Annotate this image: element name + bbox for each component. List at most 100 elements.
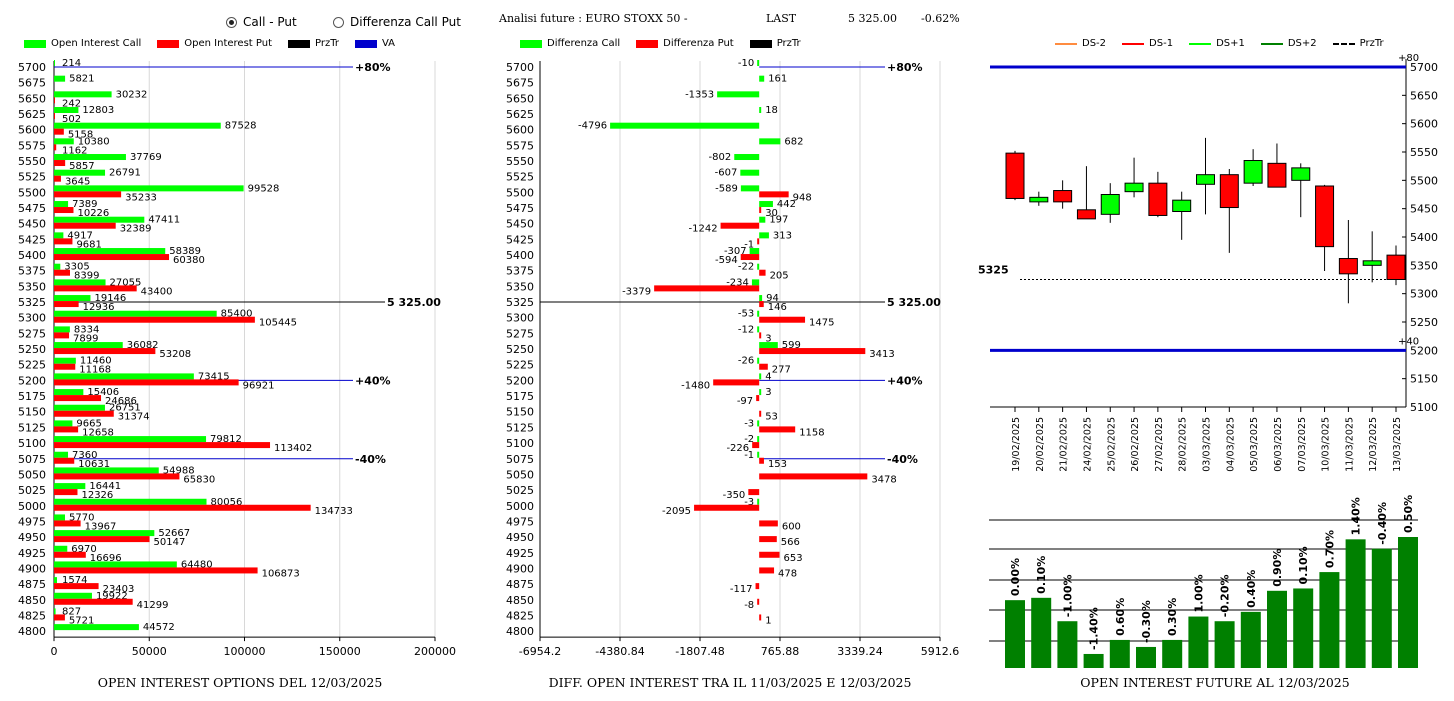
legend-swatch-put xyxy=(157,39,180,48)
date-label: 25/02/2025 xyxy=(1106,417,1117,472)
bar-diff-put xyxy=(752,442,760,449)
bar-diff-call-label: -26 xyxy=(738,356,754,367)
bar-call-label: 16441 xyxy=(89,481,121,492)
analysis-title: Analisi future : EURO STOXX 50 - xyxy=(499,12,688,25)
bar-call-label: 827 xyxy=(62,606,81,617)
bar-call xyxy=(54,514,65,521)
bar-diff-call-label: -3 xyxy=(744,497,754,508)
strike-label: 5425 xyxy=(506,233,534,246)
bar-call xyxy=(54,169,106,176)
y-tick-label: 5700 xyxy=(1410,61,1438,74)
bar-call xyxy=(54,561,177,568)
strike-label: 4975 xyxy=(18,515,46,528)
bar-diff-put-label: 3478 xyxy=(871,474,896,485)
bar-diff-call xyxy=(759,107,762,114)
date-label: 06/03/2025 xyxy=(1273,417,1284,472)
bar-call xyxy=(54,577,57,584)
bar-put xyxy=(54,254,170,261)
bar-diff-put xyxy=(756,395,760,402)
bar-diff-put xyxy=(740,254,760,261)
bar-put-label: 16696 xyxy=(90,553,122,564)
candle-up xyxy=(1243,160,1263,184)
bar-diff-put-label: 1158 xyxy=(799,427,824,438)
x-tick-label: 50000 xyxy=(132,645,167,658)
bar-diff-call-label: -802 xyxy=(709,152,732,163)
bar-put xyxy=(54,207,74,214)
bar-call xyxy=(54,467,159,474)
strike-label: 4875 xyxy=(506,578,534,591)
strike-label: 5075 xyxy=(18,453,46,466)
va-label: +80 xyxy=(1398,53,1419,64)
bar-call xyxy=(54,107,79,114)
bar-diff-call xyxy=(757,60,760,66)
bar-diff-call-label: 197 xyxy=(769,215,788,226)
bar-call xyxy=(54,389,84,396)
strike-label: 5100 xyxy=(506,437,534,450)
legend-item-diff-call: Differenza Call xyxy=(520,38,620,49)
radio-differenza-dot[interactable] xyxy=(333,16,344,28)
candle-down xyxy=(1315,185,1335,248)
strike-label: 5275 xyxy=(506,327,534,340)
bar-call-label: 85400 xyxy=(221,309,253,320)
bar-diff-put-label: 3 xyxy=(765,333,771,344)
radio-differenza[interactable]: Differenza Call Put xyxy=(333,15,461,29)
bar-diff-call xyxy=(749,248,760,255)
bar-call-label: 10380 xyxy=(78,136,110,147)
strike-label: 4900 xyxy=(506,562,534,575)
bar-diff-call xyxy=(740,185,760,192)
bar-diff-put xyxy=(759,191,789,198)
bar-call-label: 26751 xyxy=(109,403,141,414)
radio-call-put[interactable]: Call - Put xyxy=(226,15,297,29)
future-bar-label: 0.50% xyxy=(1402,495,1415,533)
y-tick-label: 5200 xyxy=(1410,344,1438,357)
bar-call xyxy=(54,279,106,286)
legend-swatch-va xyxy=(354,39,377,48)
date-label: 28/02/2025 xyxy=(1178,417,1189,472)
bar-call xyxy=(54,624,139,631)
x-tick-label: 200000 xyxy=(414,645,456,658)
bar-call-label: 11460 xyxy=(80,356,112,367)
bar-put xyxy=(54,426,79,433)
strike-label: 5475 xyxy=(506,202,534,215)
bar-put xyxy=(54,551,86,558)
radio-differenza-label: Differenza Call Put xyxy=(350,15,461,29)
bar-diff-put xyxy=(759,348,866,355)
bar-call xyxy=(54,592,92,599)
y-tick-label: 5500 xyxy=(1410,174,1438,187)
future-bar-label: -0.40% xyxy=(1376,502,1389,545)
bar-call xyxy=(54,483,86,490)
bar-put xyxy=(54,316,255,323)
bar-call xyxy=(54,342,123,349)
bar-put xyxy=(54,598,133,605)
radio-call-put-dot[interactable] xyxy=(226,16,237,28)
bar-call xyxy=(54,60,55,66)
strike-label: 5475 xyxy=(18,202,46,215)
date-label: 27/02/2025 xyxy=(1154,417,1165,472)
bar-put xyxy=(54,520,81,527)
strike-label: 5700 xyxy=(18,61,46,74)
bar-put xyxy=(54,301,79,308)
last-change: -0.62% xyxy=(921,12,960,25)
x-tick-label: 100000 xyxy=(224,645,266,658)
candle-down xyxy=(1386,254,1406,280)
date-label: 19/02/2025 xyxy=(1011,417,1022,472)
legend-item-ds-1: DS-1 xyxy=(1122,38,1173,49)
strike-label: 5575 xyxy=(506,139,534,152)
bar-call xyxy=(54,326,70,333)
bar-put-label: 12658 xyxy=(82,427,114,438)
bar-diff-call xyxy=(759,201,773,208)
legend-item-ds+2: DS+2 xyxy=(1260,38,1317,49)
strike-label: 4900 xyxy=(18,562,46,575)
bar-diff-put xyxy=(757,238,760,245)
bar-call-label: 80056 xyxy=(211,497,243,508)
strike-label: 5225 xyxy=(506,359,534,372)
bar-call xyxy=(54,216,145,223)
strike-label: 4925 xyxy=(18,547,46,560)
bar-diff-put xyxy=(757,598,760,605)
candle-up xyxy=(1291,167,1311,181)
bar-diff-put-label: -350 xyxy=(723,490,746,501)
date-label: 21/02/2025 xyxy=(1059,417,1070,472)
future-bar-label: -1.40% xyxy=(1088,607,1101,650)
bar-diff-put xyxy=(759,207,762,214)
bar-diff-call-label: -3 xyxy=(744,418,754,429)
